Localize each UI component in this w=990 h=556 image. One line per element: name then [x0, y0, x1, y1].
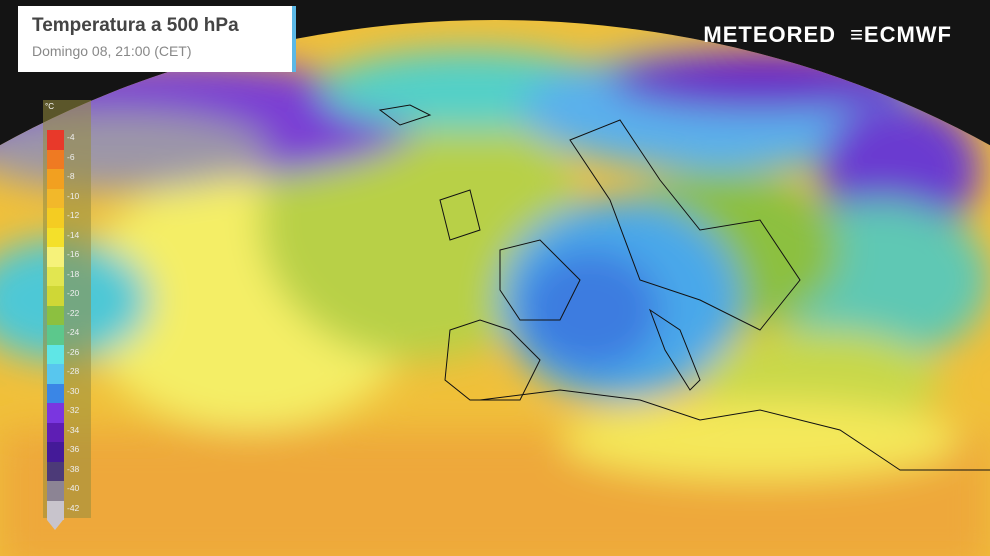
legend-label: -28	[67, 366, 80, 376]
legend-swatch	[47, 130, 64, 150]
legend-swatch	[47, 481, 64, 501]
legend-label: -26	[67, 346, 80, 357]
legend-swatch	[47, 149, 64, 169]
title-card: Temperatura a 500 hPa Domingo 08, 21:00 …	[18, 6, 296, 72]
legend-label: -40	[67, 483, 80, 493]
legend-label: -10	[67, 190, 80, 201]
legend-swatch	[47, 383, 64, 403]
legend-swatch	[47, 169, 64, 189]
legend-colorbar	[47, 130, 64, 530]
legend-swatch	[47, 188, 64, 208]
legend-swatch	[47, 227, 64, 247]
legend-swatch	[47, 461, 64, 481]
map-title: Temperatura a 500 hPa	[32, 15, 239, 36]
meteored-logo: METEORED	[703, 22, 837, 47]
legend-label: -32	[67, 405, 80, 415]
legend-label: -16	[67, 249, 80, 259]
legend-label: -38	[67, 463, 80, 474]
legend-swatch	[47, 247, 64, 267]
legend-label: -20	[67, 288, 80, 298]
legend-label: -36	[67, 444, 80, 454]
legend-swatch	[47, 208, 64, 228]
legend-label: -34	[67, 424, 80, 435]
legend-label: -24	[67, 327, 80, 337]
legend-swatch	[47, 442, 64, 462]
brand-logos: METEORED ≡ECMWF	[703, 22, 952, 48]
coastlines	[378, 104, 990, 471]
legend-label: -42	[67, 502, 80, 513]
map-timestamp: Domingo 08, 21:00 (CET)	[32, 43, 192, 59]
temperature-legend: °C -4 -6 -8 -10 -12 -14 -16 -18 -20 -22 -24 -26 -28 -…	[43, 100, 91, 530]
legend-label: -4	[67, 132, 75, 142]
legend-swatch	[47, 403, 64, 423]
legend-label: -6	[67, 151, 75, 162]
legend-swatch	[47, 266, 64, 286]
legend-arrow-icon	[47, 520, 63, 530]
legend-swatch	[47, 500, 64, 520]
legend-swatch	[47, 286, 64, 306]
legend-swatch	[47, 344, 64, 364]
legend-unit: °C	[45, 102, 54, 111]
legend-label: -22	[67, 307, 80, 318]
legend-swatch	[47, 325, 64, 345]
legend-label: -12	[67, 210, 80, 220]
legend-swatch	[47, 305, 64, 325]
legend-label: -14	[67, 229, 80, 240]
legend-swatch	[47, 364, 64, 384]
ecmwf-logo: ≡ECMWF	[850, 22, 952, 47]
legend-label: -18	[67, 268, 80, 279]
legend-swatch	[47, 422, 64, 442]
legend-label: -30	[67, 385, 80, 396]
legend-label: -8	[67, 171, 75, 181]
